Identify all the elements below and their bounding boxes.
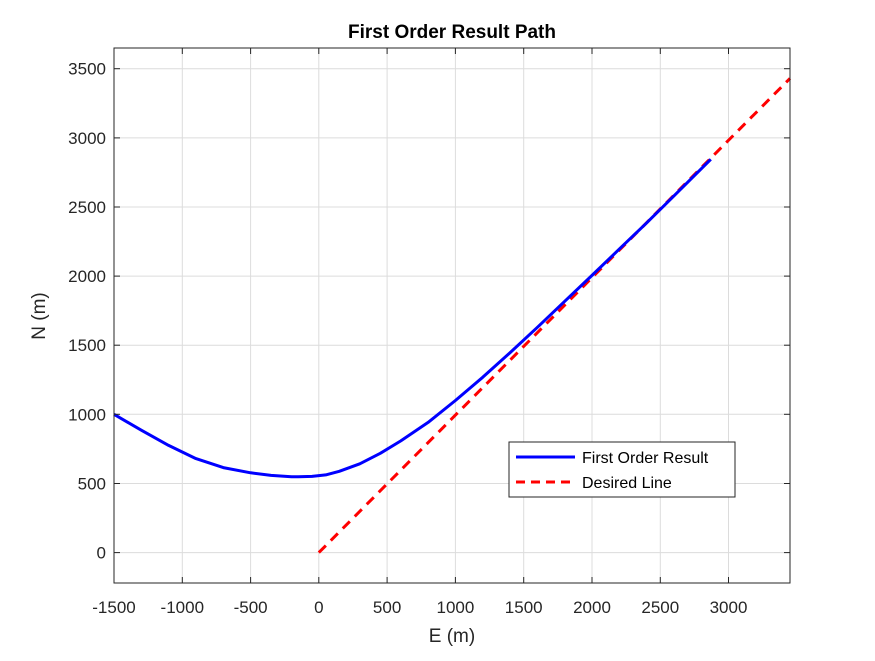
legend-box bbox=[508, 441, 736, 498]
series-line-desired-line bbox=[317, 77, 792, 554]
x-axis-label: E (m) bbox=[429, 626, 475, 647]
x-tick-label: 500 bbox=[373, 598, 401, 617]
x-tick-label: 2500 bbox=[641, 598, 679, 617]
y-tick-label: 3500 bbox=[68, 60, 106, 79]
y-tick-label: 1500 bbox=[68, 336, 106, 355]
legend-label-desired-line: Desired Line bbox=[582, 475, 672, 492]
y-tick-label: 3000 bbox=[68, 129, 106, 148]
x-tick-label: 2000 bbox=[573, 598, 611, 617]
y-tick-label: 1000 bbox=[68, 405, 106, 424]
legend: First Order Result Desired Line bbox=[508, 441, 736, 498]
y-tick-label: 500 bbox=[78, 475, 106, 494]
x-tick-label: -1000 bbox=[161, 598, 204, 617]
x-tick-label: -1500 bbox=[92, 598, 135, 617]
x-tick-label: 0 bbox=[314, 598, 323, 617]
legend-label-first-order-result: First Order Result bbox=[582, 450, 709, 467]
chart-title: First Order Result Path bbox=[348, 22, 556, 43]
plot-frame bbox=[113, 47, 791, 584]
plot-background bbox=[114, 48, 790, 583]
series-layer bbox=[113, 77, 792, 554]
ticks: -1500 -1000 -500 0 500 1000 1500 2000 2500 3000 0 5… bbox=[68, 48, 790, 617]
y-tick-label: 0 bbox=[97, 544, 106, 563]
series-line-first-order-result bbox=[113, 158, 712, 479]
y-axis-label: N (m) bbox=[29, 292, 50, 339]
grid bbox=[113, 48, 790, 583]
x-tick-label: -500 bbox=[234, 598, 268, 617]
x-tick-label: 3000 bbox=[710, 598, 748, 617]
x-tick-label: 1000 bbox=[436, 598, 474, 617]
y-tick-label: 2500 bbox=[68, 198, 106, 217]
y-tick-label: 2000 bbox=[68, 267, 106, 286]
x-tick-label: 1500 bbox=[505, 598, 543, 617]
